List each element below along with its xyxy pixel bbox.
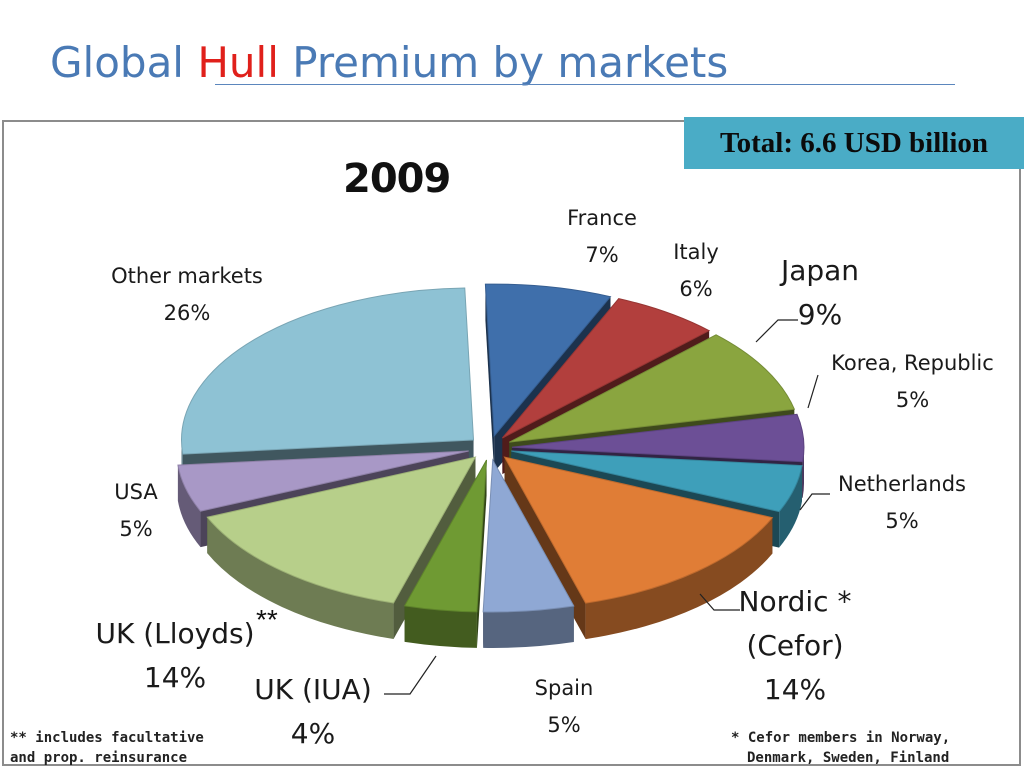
slice-name-other-markets: Other markets: [111, 264, 263, 288]
pie-slice-side-netherlands: [779, 465, 802, 548]
footnote-right-line-1: * Cefor members in Norway,: [731, 730, 951, 746]
slice-name-korea: Korea, Republic: [831, 351, 994, 375]
slice-label-nordic: Nordic * (Cefor) 14%: [726, 580, 864, 712]
slice-name-italy: Italy: [673, 240, 719, 264]
pie-slice-uk-iua: [403, 459, 488, 648]
pie-slice-spain: [482, 458, 575, 649]
slice-value-france: 7%: [585, 243, 619, 267]
leader-line-korea: [807, 374, 819, 409]
slice-value-japan: 9%: [797, 298, 843, 331]
footnote-left-line-2: and prop. reinsurance: [10, 750, 188, 766]
slice-value-netherlands: 5%: [885, 509, 919, 533]
title-part-global: Global: [50, 38, 198, 87]
lloyds-footnote-marker: **: [256, 604, 278, 635]
chart-frame: [2, 120, 1021, 766]
slice-value-spain: 5%: [547, 713, 581, 737]
pie-slice-side-nordic-cefor: [585, 517, 773, 640]
footnote-left-line-1: ** includes facultative: [10, 730, 204, 746]
slice-name-uk-iua: UK (IUA): [254, 673, 372, 706]
slice-label-uk-lloyds: UK (Lloyds) 14%: [88, 612, 262, 700]
leader-line-netherlands: [799, 493, 830, 511]
slice-name-nordic: Nordic *: [738, 585, 852, 618]
pie-slice-top-italy: [502, 298, 711, 439]
slice-label-spain: Spain 5%: [524, 670, 604, 744]
pie-slice-top-nordic-cefor: [503, 456, 774, 604]
slice-value-uk-lloyds: 14%: [143, 661, 207, 694]
pie-slice-top-other-markets: [181, 287, 475, 455]
title-part-rest: Premium by markets: [278, 38, 729, 87]
pie-slice-side-uk-iua: [404, 605, 477, 648]
pie-slice-top-korea-republic: [511, 413, 805, 463]
title-underline: [215, 84, 955, 85]
slice-name-usa: USA: [114, 480, 158, 504]
pie-slice-top-uk-iua: [403, 459, 488, 613]
slide-title: Global Hull Premium by markets: [50, 38, 728, 87]
footnote-reinsurance: ** includes facultative and prop. reinsu…: [10, 728, 204, 768]
pie-slice-top-netherlands: [511, 450, 803, 513]
slice-label-italy: Italy 6%: [660, 234, 732, 308]
slice-value-italy: 6%: [679, 277, 713, 301]
slice-label-france: France 7%: [556, 200, 648, 274]
slice-name-france: France: [567, 206, 637, 230]
total-badge: Total: 6.6 USD billion: [684, 117, 1024, 169]
slice-value-usa: 5%: [119, 517, 153, 541]
pie-slice-side-uk-lloyds: [207, 517, 394, 639]
slice-label-netherlands: Netherlands 5%: [826, 466, 978, 540]
pie-slice-side-spain: [483, 606, 574, 649]
slice-label-other-markets: Other markets 26%: [97, 258, 277, 332]
slice-name-nordic-cefor: (Cefor): [746, 629, 844, 662]
footnote-right-line-2: Denmark, Sweden, Finland: [747, 750, 950, 766]
slice-label-usa: USA 5%: [104, 474, 168, 548]
pie-slice-top-japan: [509, 334, 796, 443]
slice-value-other-markets: 26%: [163, 301, 211, 325]
leader-line-nordic: [699, 593, 740, 611]
pie-slice-top-usa: [177, 450, 469, 512]
pie-slice-wall-france-start: [485, 284, 495, 473]
slice-value-uk-iua: 4%: [290, 717, 336, 750]
slice-name-uk-lloyds: UK (Lloyds): [95, 617, 255, 650]
slice-value-korea: 5%: [895, 388, 930, 412]
chart-title: 2009: [343, 156, 451, 202]
slice-name-spain: Spain: [534, 676, 594, 700]
slice-label-uk-iua: UK (IUA) 4%: [247, 668, 379, 756]
pie-slice-top-spain: [482, 458, 575, 613]
footnote-cefor: * Cefor members in Norway, Denmark, Swed…: [731, 728, 950, 768]
slice-value-nordic: 14%: [763, 673, 827, 706]
slice-name-japan: Japan: [780, 254, 860, 287]
slice-name-netherlands: Netherlands: [837, 472, 966, 496]
leader-line-uk-iua: [384, 655, 437, 695]
slice-label-korea: Korea, Republic 5%: [820, 345, 1005, 419]
slice-label-japan: Japan 9%: [770, 249, 870, 337]
pie-slice-top-france: [484, 283, 612, 438]
title-part-hull: Hull: [197, 38, 279, 87]
pie-slice-top-uk-lloyds: [206, 456, 477, 604]
pie-slice-side-usa: [177, 465, 201, 548]
pie-slice-wall-uk-iua-start: [476, 459, 487, 648]
leader-line-japan: [755, 319, 798, 343]
